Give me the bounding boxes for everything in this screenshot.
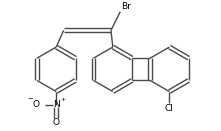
Text: Cl: Cl [165,104,174,113]
Text: −: − [27,96,33,102]
Text: O: O [32,100,40,109]
Text: N: N [53,100,60,109]
Text: Br: Br [121,2,131,11]
Text: O: O [53,118,60,127]
Text: +: + [60,97,65,102]
